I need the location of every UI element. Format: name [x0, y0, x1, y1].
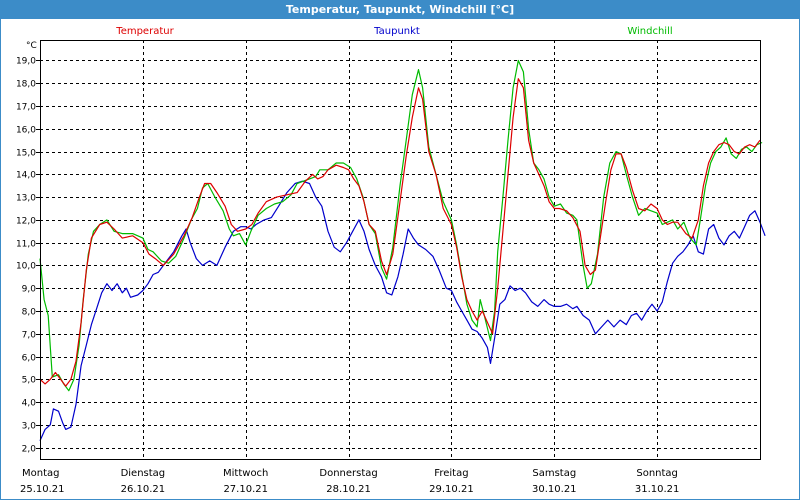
- y-tick-label: 5,0: [22, 376, 37, 386]
- y-axis-unit: °C: [26, 41, 37, 51]
- date-label: 31.10.21: [635, 484, 680, 495]
- day-label: Freitag: [434, 468, 468, 479]
- legend-temperatur: Temperatur: [115, 26, 174, 37]
- legend-taupunkt: Taupunkt: [373, 26, 420, 37]
- y-tick-label: 15,0: [16, 149, 36, 159]
- series-lines: [39, 59, 766, 442]
- series-line-windchill: [39, 59, 763, 392]
- y-tick-label: 9,0: [22, 285, 37, 295]
- y-tick-label: 3,0: [22, 422, 37, 432]
- y-tick-label: 10,0: [16, 262, 36, 272]
- y-tick-label: 4,0: [22, 399, 37, 409]
- day-label: Samstag: [532, 468, 576, 479]
- series-line-temperatur: [39, 78, 761, 387]
- date-label: 25.10.21: [20, 484, 65, 495]
- plot-area-border: [40, 40, 761, 460]
- y-tick-label: 17,0: [16, 103, 36, 113]
- date-label: 28.10.21: [326, 484, 371, 495]
- y-tick-label: 11,0: [16, 240, 36, 250]
- date-label: 27.10.21: [223, 484, 268, 495]
- x-axis-days: Montag 25.10.21 Dienstag 26.10.21 Mittwoch 27…: [20, 468, 679, 495]
- date-label: 29.10.21: [429, 484, 474, 495]
- day-label: Sonntag: [636, 468, 678, 479]
- series-line-taupunkt: [39, 180, 766, 442]
- grid-lines: [40, 40, 760, 459]
- day-label: Donnerstag: [319, 468, 377, 479]
- y-tick-label: 14,0: [16, 171, 36, 181]
- day-label: Dienstag: [121, 468, 166, 479]
- y-tick-label: 13,0: [16, 194, 36, 204]
- day-label: Mittwoch: [223, 468, 268, 479]
- y-tick-label: 6,0: [22, 354, 37, 364]
- y-tick-label: 18,0: [16, 80, 36, 90]
- date-label: 30.10.21: [532, 484, 577, 495]
- day-label: Montag: [22, 468, 59, 479]
- y-tick-label: 12,0: [16, 217, 36, 227]
- y-tick-label: 7,0: [22, 331, 37, 341]
- date-label: 26.10.21: [121, 484, 166, 495]
- legend-windchill: Windchill: [627, 26, 672, 37]
- chart-title: Temperatur, Taupunkt, Windchill [°C]: [1, 1, 799, 19]
- y-tick-label: 19,0: [16, 57, 36, 67]
- y-tick-label: 8,0: [22, 308, 37, 318]
- y-axis-ticks: 2,0 3,0 4,0 5,0 6,0 7,0 8,0 9,0 10,0 11,0 12,0 13,0…: [16, 57, 40, 455]
- y-tick-label: 2,0: [22, 445, 37, 455]
- y-tick-label: 16,0: [16, 126, 36, 136]
